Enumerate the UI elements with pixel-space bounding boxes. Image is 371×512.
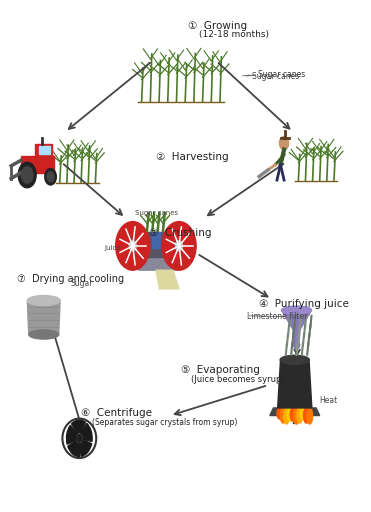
Text: Limestone filter: Limestone filter: [247, 312, 307, 321]
Polygon shape: [21, 156, 54, 173]
Circle shape: [45, 168, 56, 185]
Ellipse shape: [293, 408, 299, 424]
Polygon shape: [139, 257, 177, 270]
Wedge shape: [72, 420, 85, 434]
Circle shape: [116, 222, 150, 270]
Polygon shape: [282, 310, 312, 329]
Text: Heat: Heat: [320, 396, 338, 405]
Polygon shape: [39, 146, 50, 154]
Polygon shape: [293, 342, 300, 351]
Circle shape: [129, 241, 136, 251]
Polygon shape: [35, 144, 52, 156]
Ellipse shape: [307, 408, 312, 424]
Polygon shape: [293, 329, 300, 342]
Text: (Separates sugar crystals from syrup): (Separates sugar crystals from syrup): [92, 418, 237, 426]
Circle shape: [18, 162, 36, 188]
Ellipse shape: [277, 408, 283, 419]
Ellipse shape: [27, 295, 60, 306]
Wedge shape: [66, 425, 77, 444]
Ellipse shape: [283, 408, 289, 424]
Ellipse shape: [29, 330, 59, 339]
Ellipse shape: [287, 408, 293, 421]
Text: ⑥  Centrifuge: ⑥ Centrifuge: [81, 408, 152, 418]
Polygon shape: [278, 360, 312, 408]
Ellipse shape: [62, 419, 96, 458]
Wedge shape: [82, 423, 92, 441]
Circle shape: [22, 167, 33, 183]
Circle shape: [76, 434, 82, 442]
Circle shape: [279, 137, 289, 150]
Wedge shape: [68, 441, 79, 457]
Polygon shape: [141, 232, 171, 257]
Text: ⑤  Evaporating: ⑤ Evaporating: [181, 365, 260, 375]
Ellipse shape: [280, 355, 309, 365]
Text: ①  Growing: ① Growing: [188, 20, 247, 31]
Circle shape: [175, 241, 183, 251]
Text: Juice: Juice: [104, 245, 121, 251]
Ellipse shape: [303, 408, 309, 423]
Polygon shape: [152, 232, 160, 248]
Text: Sugar canes: Sugar canes: [259, 70, 306, 79]
Ellipse shape: [290, 408, 296, 421]
Text: Sugar: Sugar: [70, 280, 93, 288]
Wedge shape: [80, 440, 92, 456]
Text: ④  Purifying juice: ④ Purifying juice: [259, 299, 349, 309]
Circle shape: [47, 172, 54, 182]
Ellipse shape: [280, 408, 286, 423]
Text: ③  Crushing: ③ Crushing: [149, 228, 211, 238]
Polygon shape: [270, 408, 320, 416]
Text: Sugar canes: Sugar canes: [252, 72, 299, 81]
Text: Sugar canes: Sugar canes: [135, 210, 178, 216]
Polygon shape: [156, 270, 179, 289]
Text: (Juice becomes syrup): (Juice becomes syrup): [191, 375, 285, 383]
Ellipse shape: [300, 408, 306, 419]
Ellipse shape: [297, 408, 303, 423]
Text: (12-18 months): (12-18 months): [198, 30, 269, 39]
Text: ⑦  Drying and cooling: ⑦ Drying and cooling: [17, 274, 124, 284]
Circle shape: [162, 222, 196, 270]
Polygon shape: [27, 301, 60, 334]
Ellipse shape: [282, 306, 312, 314]
Text: ②  Harvesting: ② Harvesting: [156, 152, 229, 162]
